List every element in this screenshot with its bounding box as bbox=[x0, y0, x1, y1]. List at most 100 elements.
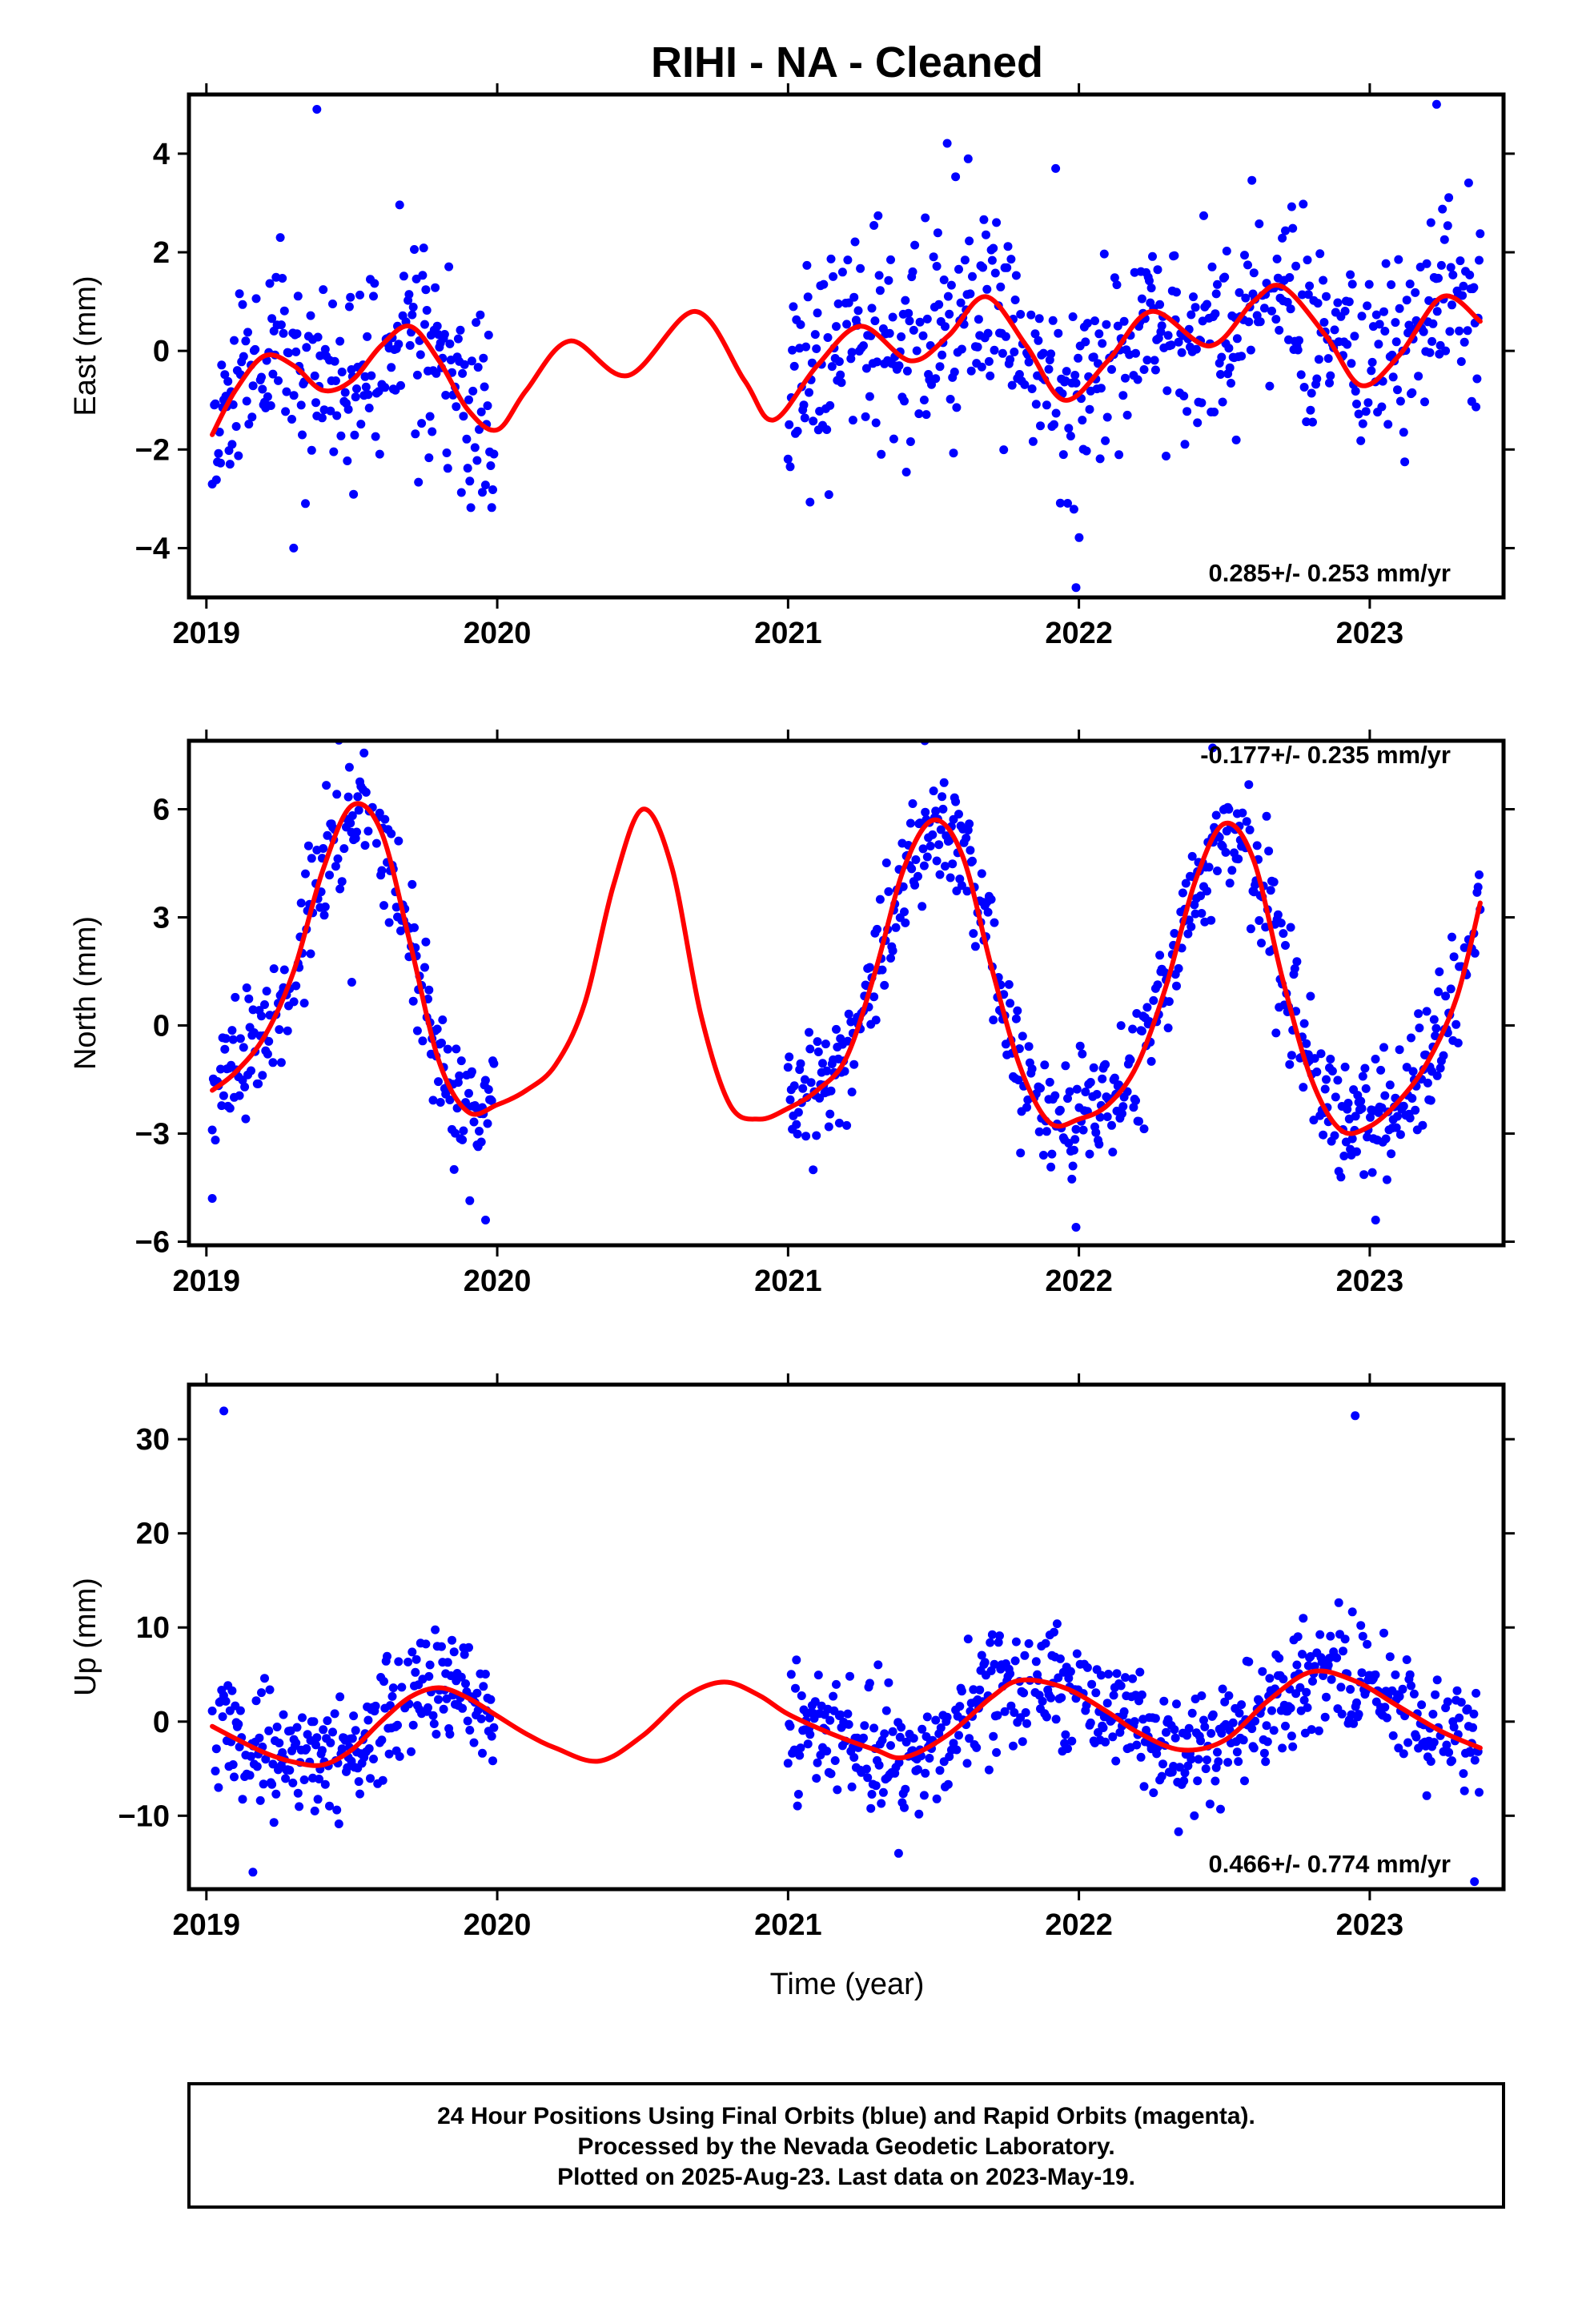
data-point bbox=[813, 1671, 823, 1680]
data-point bbox=[334, 1819, 343, 1828]
data-point bbox=[1065, 1087, 1074, 1096]
data-point bbox=[231, 992, 240, 1002]
data-point bbox=[346, 818, 355, 828]
data-point bbox=[865, 963, 874, 972]
data-point bbox=[1307, 1725, 1316, 1735]
data-point bbox=[395, 200, 404, 210]
data-point bbox=[283, 1026, 292, 1035]
data-point bbox=[1428, 1710, 1438, 1719]
data-point bbox=[1137, 1690, 1146, 1699]
data-point bbox=[1330, 1131, 1339, 1140]
data-point bbox=[935, 362, 945, 372]
data-point bbox=[268, 1058, 278, 1068]
data-point bbox=[837, 378, 846, 388]
data-point bbox=[1172, 1699, 1181, 1709]
data-point bbox=[299, 999, 309, 1008]
data-point bbox=[335, 884, 345, 894]
data-point bbox=[458, 1135, 468, 1144]
data-point bbox=[1070, 371, 1080, 380]
data-point bbox=[1107, 1120, 1116, 1130]
data-point bbox=[452, 402, 461, 412]
data-point bbox=[1066, 432, 1075, 440]
data-point bbox=[473, 1706, 483, 1715]
data-point bbox=[1132, 1740, 1142, 1750]
data-point bbox=[443, 1658, 452, 1667]
data-point bbox=[888, 1727, 897, 1736]
data-point bbox=[231, 422, 241, 431]
data-point bbox=[1286, 304, 1295, 314]
data-point bbox=[1186, 310, 1196, 320]
data-point bbox=[1351, 387, 1360, 396]
data-point bbox=[221, 1034, 231, 1043]
data-point bbox=[230, 336, 239, 345]
data-point bbox=[824, 1122, 833, 1132]
data-point bbox=[965, 819, 974, 829]
data-point bbox=[792, 1120, 801, 1129]
data-point bbox=[343, 404, 353, 414]
data-point bbox=[1326, 1631, 1335, 1641]
data-point bbox=[487, 1096, 496, 1105]
data-point bbox=[1463, 326, 1472, 336]
data-point bbox=[805, 1044, 815, 1054]
data-point bbox=[1187, 1708, 1197, 1718]
up-panel: 2019 2020 2021 2022 2023 −10 0 10 20 30 Up (mm) 0.4… bbox=[69, 1373, 1515, 1942]
data-point bbox=[836, 1710, 845, 1719]
data-point bbox=[1085, 1149, 1094, 1159]
data-point bbox=[836, 370, 845, 380]
data-point bbox=[1179, 1776, 1189, 1786]
data-point bbox=[449, 1164, 459, 1174]
data-point bbox=[1463, 1704, 1472, 1714]
data-point bbox=[1426, 1096, 1435, 1105]
data-point bbox=[465, 1726, 475, 1735]
data-point bbox=[934, 840, 944, 850]
data-point bbox=[990, 345, 999, 355]
data-point bbox=[783, 1063, 793, 1072]
data-point bbox=[1116, 1021, 1126, 1031]
data-point bbox=[418, 271, 428, 280]
data-point bbox=[394, 340, 404, 349]
data-point bbox=[881, 858, 891, 867]
data-point bbox=[986, 371, 995, 380]
data-point bbox=[825, 1109, 835, 1119]
data-point bbox=[1426, 218, 1435, 227]
data-point bbox=[1322, 1692, 1331, 1702]
data-point bbox=[238, 300, 247, 309]
data-point bbox=[1290, 964, 1299, 973]
data-point bbox=[1216, 370, 1225, 379]
data-point bbox=[1006, 355, 1015, 364]
data-point bbox=[1027, 1064, 1037, 1074]
data-point bbox=[311, 1740, 320, 1750]
data-point bbox=[1465, 270, 1475, 279]
data-point bbox=[275, 1025, 284, 1035]
data-point bbox=[247, 412, 257, 422]
data-point bbox=[480, 382, 489, 392]
data-point bbox=[1061, 1730, 1070, 1739]
data-point bbox=[935, 870, 945, 879]
data-point bbox=[442, 448, 452, 457]
data-point bbox=[1243, 260, 1252, 270]
data-point bbox=[847, 1088, 857, 1097]
data-point bbox=[908, 267, 917, 276]
data-point bbox=[1172, 981, 1181, 991]
data-point bbox=[1380, 1703, 1390, 1712]
data-point bbox=[1078, 416, 1087, 425]
y-tick-label: −2 bbox=[135, 433, 170, 467]
data-point bbox=[289, 997, 299, 1007]
data-point bbox=[1091, 1688, 1101, 1698]
data-point bbox=[954, 1731, 963, 1740]
data-point bbox=[235, 1034, 245, 1043]
data-point bbox=[227, 440, 237, 449]
data-point bbox=[900, 396, 909, 406]
data-point bbox=[216, 458, 225, 468]
data-point bbox=[1101, 1059, 1110, 1069]
data-point bbox=[251, 1696, 261, 1706]
data-point bbox=[1239, 1735, 1248, 1745]
data-point bbox=[1336, 1683, 1346, 1692]
data-point bbox=[986, 895, 996, 904]
data-point bbox=[335, 336, 345, 346]
data-point bbox=[1296, 370, 1306, 380]
data-point bbox=[805, 1027, 813, 1037]
data-point bbox=[473, 363, 483, 372]
data-point bbox=[377, 866, 387, 875]
data-point bbox=[257, 372, 266, 382]
